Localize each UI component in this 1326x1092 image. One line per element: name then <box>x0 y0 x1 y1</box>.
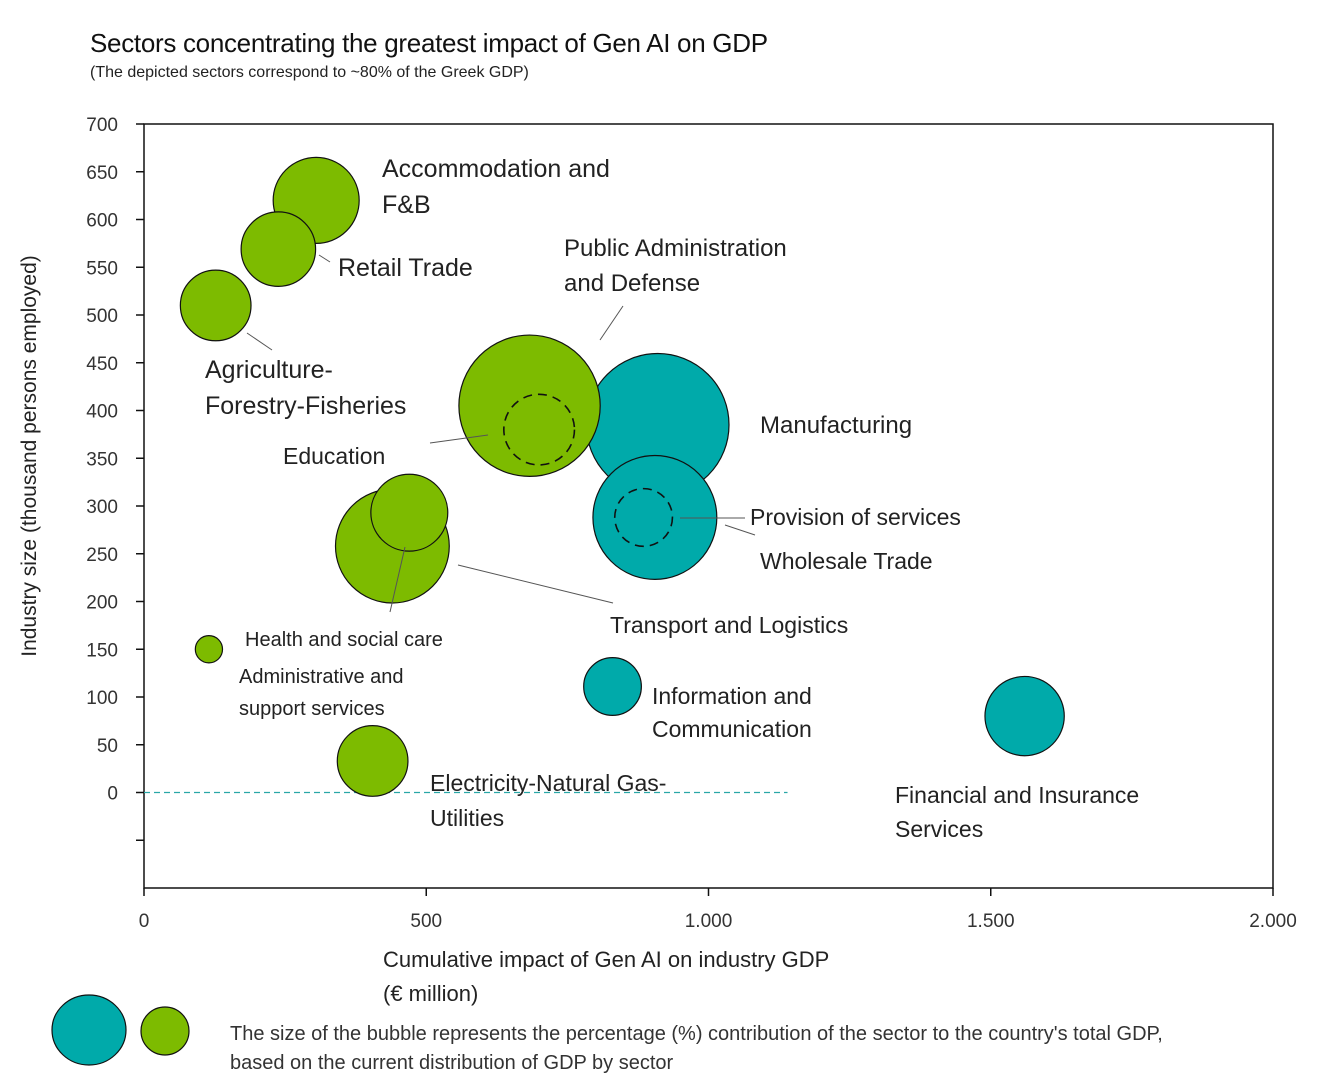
bubble-label: Provision of services <box>750 504 961 530</box>
bubble <box>194 635 224 664</box>
y-tick-label: 0 <box>107 784 118 805</box>
bubble-label: Communication <box>652 716 812 742</box>
bubble-label: Retail Trade <box>338 254 473 282</box>
leader-line <box>599 305 624 341</box>
bubble-label: Accommodation and <box>382 155 610 183</box>
y-tick-label: 550 <box>86 258 118 279</box>
y-tick-label: 600 <box>86 211 118 232</box>
y-tick-label: 200 <box>86 593 118 614</box>
bubble-label: Transport and Logistics <box>610 612 848 638</box>
x-tick-label: 0 <box>139 911 150 932</box>
axes: 7006506005505004504003503002502001501005… <box>18 115 1297 1006</box>
bubble <box>179 269 252 342</box>
y-tick-label: 400 <box>86 402 118 423</box>
bubble-label: Education <box>283 443 385 469</box>
y-tick-label: 500 <box>86 306 118 327</box>
leader-line <box>429 434 489 444</box>
leader-line <box>246 332 273 351</box>
bubble-label: Forestry-Fisheries <box>205 392 406 420</box>
y-tick-label: 700 <box>86 115 118 136</box>
bubble-label: Administrative and <box>239 666 404 688</box>
legend-bubble-green <box>140 1006 190 1056</box>
bubble-label: Wholesale Trade <box>760 548 933 574</box>
bubble-label: Utilities <box>430 805 504 831</box>
y-tick-label: 350 <box>86 449 118 470</box>
x-tick-label: 1.000 <box>685 911 733 932</box>
x-tick-label: 1.500 <box>967 911 1015 932</box>
y-tick-label: 150 <box>86 640 118 661</box>
legend-bubbles <box>51 994 190 1066</box>
chart-title: Sectors concentrating the greatest impac… <box>90 28 768 58</box>
bubble <box>240 211 317 287</box>
bubble-label: F&B <box>382 191 431 219</box>
bubble <box>503 393 576 466</box>
bubble <box>984 675 1065 757</box>
bubble-label: Information and <box>652 683 812 709</box>
bubble <box>336 725 409 797</box>
bubble-label: Health and social care <box>245 629 443 651</box>
x-axis-label: (€ million) <box>383 981 478 1006</box>
leader-line <box>724 524 756 536</box>
y-tick-label: 300 <box>86 497 118 518</box>
bubble-label: Financial and Insurance <box>895 782 1139 808</box>
y-tick-label: 100 <box>86 688 118 709</box>
leader-line <box>457 564 614 604</box>
y-tick-label: 250 <box>86 545 118 566</box>
bubble <box>583 657 642 716</box>
chart-subtitle: (The depicted sectors correspond to ~80%… <box>90 64 529 81</box>
legend-note: The size of the bubble represents the pe… <box>230 1023 1163 1074</box>
bubble-label: Manufacturing <box>760 412 912 439</box>
x-tick-label: 2.000 <box>1249 911 1297 932</box>
bubble-label: Services <box>895 816 983 842</box>
bubble-label: support services <box>239 698 385 720</box>
bubble-label: Agriculture- <box>205 356 333 384</box>
y-tick-label: 450 <box>86 354 118 375</box>
leader-line <box>318 254 331 263</box>
leader-lines <box>246 254 756 613</box>
bubble-label: Electricity-Natural Gas- <box>430 770 666 796</box>
leader-line <box>389 546 406 613</box>
bubbles <box>179 156 1065 797</box>
y-tick-label: 50 <box>97 736 118 757</box>
bubble-labels: Accommodation and F&B Retail Trade Agricult… <box>205 155 1139 842</box>
x-axis-label: Cumulative impact of Gen AI on industry … <box>383 947 829 972</box>
x-tick-label: 500 <box>410 911 442 932</box>
bubble-label: and Defense <box>564 270 700 297</box>
bubble <box>613 487 674 548</box>
bubble <box>370 473 449 552</box>
bubble-label: Public Administration <box>564 235 787 262</box>
y-tick-label: 650 <box>86 163 118 184</box>
legend-bubble-teal <box>51 994 127 1066</box>
y-axis-label: Industry size (thousand persons employed… <box>18 255 41 657</box>
